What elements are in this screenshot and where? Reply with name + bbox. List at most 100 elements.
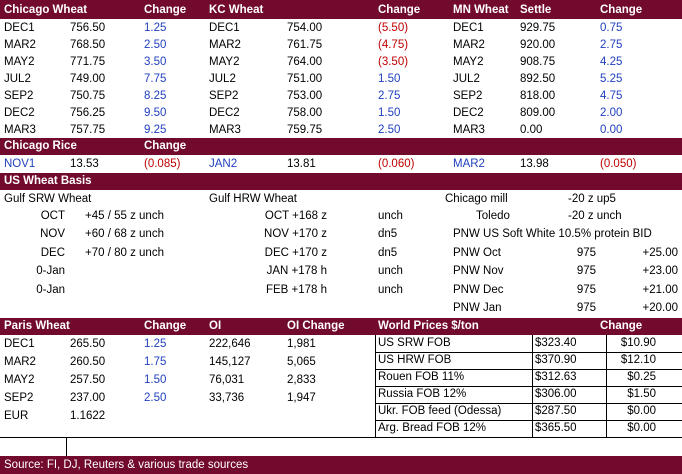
chicago-month: MAR3 — [4, 124, 36, 136]
hrw-label: OCT +168 z — [264, 210, 327, 222]
rice-month: NOV1 — [4, 158, 36, 170]
kc-price: 758.00 — [287, 107, 323, 119]
pnw-label: PNW Oct — [453, 247, 501, 259]
world-price: $365.50 — [535, 422, 577, 434]
mn-change-header: Change — [600, 4, 643, 16]
world-name: US HRW FOB — [378, 354, 452, 366]
world-row-line — [0, 437, 682, 438]
paris-change: 2.50 — [144, 392, 167, 404]
rice-price: 13.81 — [287, 158, 316, 170]
mn-price: 0.00 — [520, 124, 543, 136]
kc-change: (5.50) — [378, 22, 409, 34]
world-name: US SRW FOB — [378, 337, 451, 349]
chicago-month: MAR2 — [4, 39, 36, 51]
paris-change: 1.75 — [144, 356, 167, 368]
mn-month: MAY2 — [453, 56, 484, 68]
pnw-label: PNW Nov — [453, 265, 504, 277]
mn-price: 809.00 — [520, 107, 556, 119]
kc-change: 1.50 — [378, 107, 401, 119]
eur-value: 1.1622 — [70, 410, 106, 422]
paris-wheat-header: Paris Wheat — [4, 320, 70, 332]
mn-change: 0.00 — [600, 124, 623, 136]
paris-oi-change: 5,065 — [287, 356, 316, 368]
mn-price: 908.75 — [520, 56, 556, 68]
hrw-label: NOV +170 z — [264, 228, 327, 240]
paris-oi-change: 1,947 — [287, 392, 316, 404]
chicago-change: 8.25 — [144, 90, 167, 102]
footer-divider — [66, 437, 67, 456]
world-row-line — [375, 352, 682, 353]
pnw-change: +25.00 — [642, 247, 679, 259]
srw-month: OCT — [40, 210, 65, 222]
kc-price: 753.00 — [287, 90, 323, 102]
hrw-change: unch — [378, 210, 403, 222]
srw-month: 0-Jan — [36, 284, 65, 296]
chicago-month: JUL2 — [4, 73, 31, 85]
kc-change: (3.50) — [378, 56, 409, 68]
gulf-srw-title: Gulf SRW Wheat — [4, 193, 92, 205]
rice-change-header: Change — [144, 140, 187, 152]
paris-price: 237.00 — [70, 392, 106, 404]
mn-month: JUL2 — [453, 73, 480, 85]
kc-change-header: Change — [378, 4, 421, 16]
rice-change: (0.085) — [144, 158, 181, 170]
world-name: Russia FOB 12% — [378, 388, 467, 400]
kc-price: 759.75 — [287, 124, 323, 136]
chicago-price: 756.25 — [70, 107, 106, 119]
rice-price: 13.53 — [70, 158, 99, 170]
kc-month: MAR2 — [209, 39, 241, 51]
eur-label: EUR — [4, 410, 29, 422]
chicago-price: 749.00 — [70, 73, 106, 85]
rice-change: (0.050) — [600, 158, 637, 170]
pnw-title: PNW US Soft White 10.5% protein BID — [453, 228, 652, 240]
basis-header-band — [0, 173, 682, 190]
chicago-month: MAY2 — [4, 56, 35, 68]
pnw-label: PNW Jan — [453, 302, 502, 314]
chicago-change: 7.75 — [144, 73, 167, 85]
mn-month: SEP2 — [453, 90, 483, 102]
source-footer-band — [0, 456, 682, 474]
kc-change: 2.75 — [378, 90, 401, 102]
world-change: $12.10 — [620, 354, 656, 366]
rice-header-band — [0, 138, 682, 155]
mn-change: 4.25 — [600, 56, 623, 68]
paris-oi: 33,736 — [209, 392, 245, 404]
srw-value: +60 / 68 z unch — [85, 228, 164, 240]
rice-month: JAN2 — [209, 158, 238, 170]
paris-price: 260.50 — [70, 356, 106, 368]
paris-month: SEP2 — [4, 392, 34, 404]
paris-oi: 76,031 — [209, 374, 245, 386]
kc-month: MAY2 — [209, 56, 240, 68]
hrw-change: unch — [378, 265, 403, 277]
chicago-wheat-header: Chicago Wheat — [4, 4, 88, 16]
mn-change: 2.75 — [600, 39, 623, 51]
kc-month: MAR3 — [209, 124, 241, 136]
kc-change: 1.50 — [378, 73, 401, 85]
srw-value: +70 / 80 z unch — [85, 247, 164, 259]
mn-wheat-header: MN Wheat — [453, 4, 509, 16]
world-row-line — [375, 420, 682, 421]
mn-settle-header: Settle — [520, 4, 552, 16]
world-price: $312.63 — [535, 371, 577, 383]
world-prices-header: World Prices $/ton — [378, 320, 479, 332]
mn-change: 4.75 — [600, 90, 623, 102]
pnw-price: 975 — [576, 302, 596, 314]
chicago-change: 3.50 — [144, 56, 167, 68]
world-name: Rouen FOB 11% — [378, 371, 465, 383]
world-row-line — [375, 403, 682, 404]
kc-price: 764.00 — [287, 56, 323, 68]
pnw-change: +23.00 — [642, 265, 679, 277]
chicago-change-header: Change — [144, 4, 187, 16]
chicago-change: 2.50 — [144, 39, 167, 51]
world-price: $370.90 — [535, 354, 577, 366]
srw-value: +45 / 55 z unch — [85, 210, 164, 222]
basis-title: US Wheat Basis — [4, 175, 92, 187]
world-change-header: Change — [600, 320, 643, 332]
paris-oi-change-header: OI Change — [287, 320, 345, 332]
paris-month: MAY2 — [4, 374, 35, 386]
chicago-change: 9.25 — [144, 124, 167, 136]
world-row-line — [375, 369, 682, 370]
mn-change: 2.00 — [600, 107, 623, 119]
pnw-price: 975 — [576, 284, 596, 296]
hrw-label: FEB +178 h — [265, 284, 327, 296]
